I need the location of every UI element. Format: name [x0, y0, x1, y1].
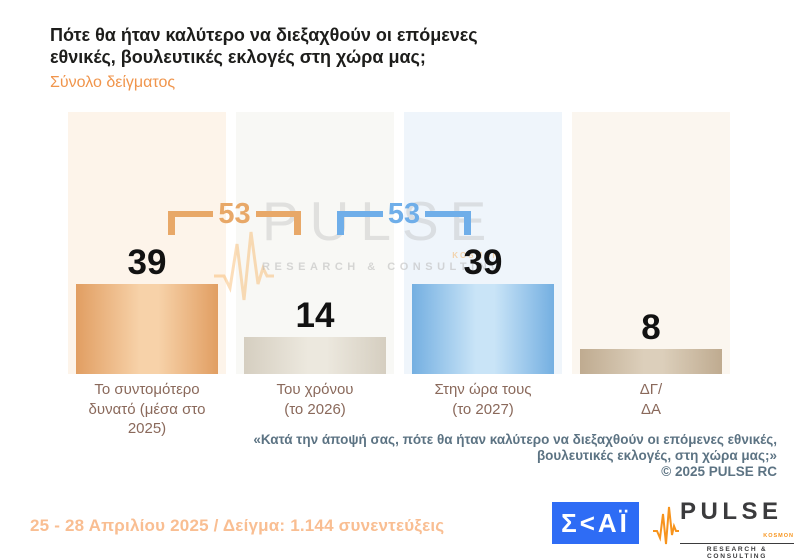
watermark-row: PULSE KOSMON RESEARCH & CONSULTING: [212, 194, 504, 302]
sample-subtitle: Σύνολο δείγματος: [50, 73, 176, 91]
pulse-waveform-icon: [214, 231, 274, 301]
sum-value-2026-2027: 53: [387, 198, 421, 230]
bracket-line: [175, 211, 214, 217]
category-labels: Το συντομότερο δυνατό (μέσα στο 2025) Το…: [68, 380, 730, 439]
bar-value-2026: 14: [295, 296, 335, 335]
title-line-1: Πότε θα ήταν καλύτερο να διεξαχθούν οι ε…: [50, 25, 478, 45]
sum-bracket-2026-2027: 53: [337, 200, 472, 235]
category-label-dkda: ΔΓ/ ΔΑ: [572, 380, 730, 439]
label-line: ΔΑ: [640, 400, 662, 418]
bar-column-dkda: 8: [572, 112, 730, 374]
label-line: ΔΓ/: [639, 381, 663, 398]
sum-value-2025-2026: 53: [218, 198, 251, 230]
bracket-left-leg: [337, 211, 344, 235]
header: Πότε θα ήταν καλύτερο να διεξαχθούν οι ε…: [50, 24, 478, 92]
question-line-1: «Κατά την άποψή σας, πότε θα ήταν καλύτε…: [253, 432, 777, 447]
bar-chart: PULSE KOSMON RESEARCH & CONSULTING 39 14…: [68, 112, 730, 374]
bracket-line: [344, 211, 383, 217]
bar-column-2026: 14: [236, 112, 394, 374]
label-line: Στην ώρα τους: [434, 381, 532, 398]
bracket-right-leg: [294, 211, 302, 235]
bracket-line: [255, 211, 295, 217]
label-line: δυνατό (μέσα στο 2025): [88, 400, 206, 438]
question-line-2: βουλευτικές εκλογές, στη χώρα μας;»: [536, 448, 777, 464]
bar-2027: [412, 284, 554, 374]
title-line-2: εθνικές, βουλευτικές εκλογές στη χώρα μα…: [50, 47, 426, 68]
pulse-logo-kosmon-row: KOSMON: [680, 524, 794, 542]
watermark-tagline: RESEARCH & CONSULTING: [262, 261, 505, 273]
bar-value-2025: 39: [127, 243, 167, 282]
watermark-kosmon: KOSMON: [452, 251, 501, 260]
category-label-2025: Το συντομότερο δυνατό (μέσα στο 2025): [68, 380, 226, 439]
label-line: (το 2027): [452, 400, 514, 418]
pulse-logo-kosmon: KOSMON: [763, 533, 794, 539]
skai-logo: Σ<ΑΪ: [552, 502, 639, 544]
pulse-watermark: PULSE KOSMON RESEARCH & CONSULTING: [212, 194, 504, 302]
category-label-2027: Στην ώρα τους (το 2027): [404, 380, 562, 439]
bar-value-2027: 39: [463, 243, 503, 282]
bar-value-dkda: 8: [641, 308, 661, 347]
watermark-text-block: PULSE KOSMON RESEARCH & CONSULTING: [262, 194, 505, 274]
pulse-logo-tagline: RESEARCH & CONSULTING: [680, 543, 794, 558]
pulse-logo: PULSE KOSMON RESEARCH & CONSULTING: [652, 500, 794, 558]
pulse-logo-name: PULSE: [680, 498, 783, 525]
copyright-line: © 2025 PULSE RC: [661, 464, 777, 480]
pulse-waveform-icon: [653, 506, 679, 545]
sum-bracket-2025-2026: 53: [168, 200, 302, 235]
label-line: Του χρόνου: [276, 381, 354, 398]
bracket-right-leg: [464, 211, 472, 235]
bracket-line: [425, 211, 465, 217]
bar-2025: [76, 284, 218, 374]
pulse-logo-text-block: PULSE KOSMON RESEARCH & CONSULTING: [680, 500, 794, 558]
bar-column-2027: 39: [404, 112, 562, 374]
bar-dkda: [580, 349, 722, 374]
label-line: (το 2026): [284, 400, 346, 418]
category-label-2026: Του χρόνου (το 2026): [236, 380, 394, 439]
fieldwork-info: 25 - 28 Απριλίου 2025 / Δείγμα: 1.144 συ…: [30, 516, 445, 535]
bracket-left-leg: [168, 211, 175, 235]
bar-column-2025: 39: [68, 112, 226, 374]
skai-logo-text: Σ<ΑΪ: [561, 507, 630, 538]
bar-2026: [244, 337, 386, 374]
page-title: Πότε θα ήταν καλύτερο να διεξαχθούν οι ε…: [50, 24, 478, 69]
label-line: Το συντομότερο: [94, 381, 200, 398]
question-wording-note: «Κατά την άποψή σας, πότε θα ήταν καλύτε…: [253, 432, 777, 481]
